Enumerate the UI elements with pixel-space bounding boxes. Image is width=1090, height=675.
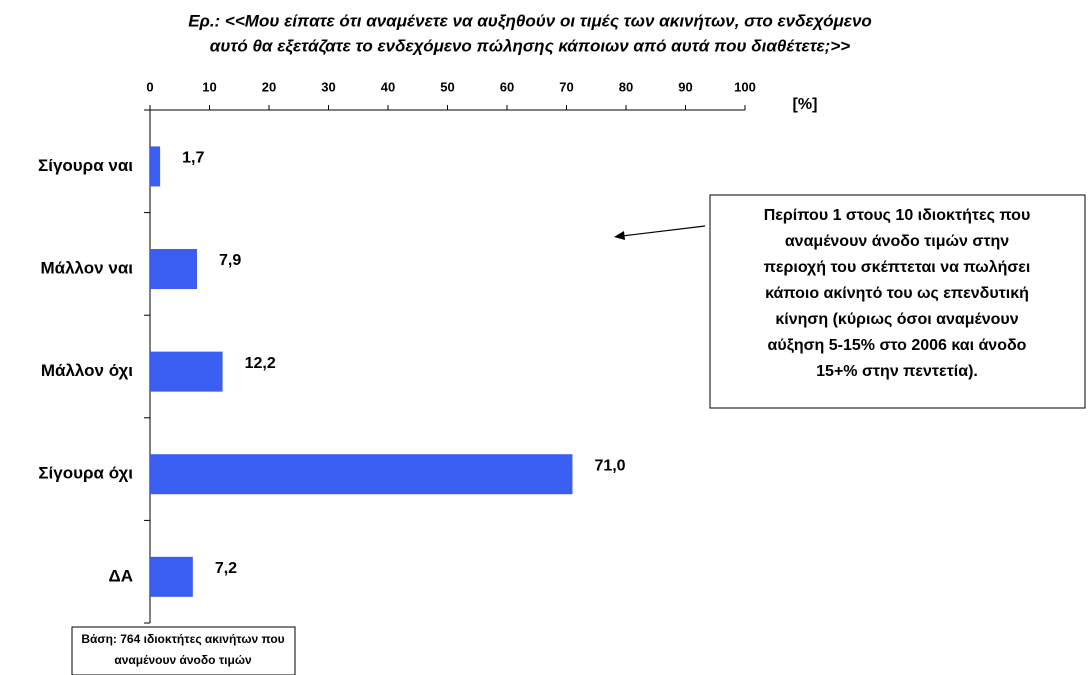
annotation-text: αναμένουν άνοδο τιμών στην [785, 233, 1009, 250]
note-text: αναμένουν άνοδο τιμών [114, 653, 252, 667]
x-tick-label: 50 [440, 79, 454, 94]
bar [150, 351, 223, 392]
bar [150, 249, 198, 290]
x-tick-label: 80 [619, 79, 633, 94]
x-tick-label: 0 [146, 79, 153, 94]
note-text: Βάση: 764 ιδιοκτήτες ακινήτων που [81, 632, 284, 646]
x-tick-label: 20 [262, 79, 276, 94]
y-tick-label: Μάλλον ναι [40, 259, 133, 278]
note-box [71, 626, 296, 675]
data-label: 12,2 [245, 355, 276, 372]
data-label: 7,9 [219, 252, 241, 269]
annotation-text: περιοχή του σκέπτεται να πωλήσει [764, 259, 1031, 276]
x-axis-label: [%] [793, 96, 818, 113]
y-tick-label: Σίγουρα ναι [38, 156, 133, 175]
bar [150, 146, 161, 187]
annotation-text: αύξηση 5-15% στο 2006 και άνοδο [768, 337, 1027, 354]
chart-title: αυτό θα εξετάζατε το ενδεχόμενο πώλησης … [210, 36, 850, 55]
bar [150, 556, 193, 597]
x-tick-label: 90 [678, 79, 692, 94]
annotation-text: Περίπου 1 στους 10 ιδιοκτήτες που [764, 207, 1031, 224]
data-label: 71,0 [594, 457, 625, 474]
bar [150, 454, 573, 495]
annotation-box [709, 194, 1086, 409]
x-tick-label: 70 [559, 79, 573, 94]
y-tick-label: Μάλλον όχι [41, 361, 133, 380]
x-tick-label: 100 [734, 79, 756, 94]
chart-title: Ερ.: <<Μου είπατε ότι αναμένετε να αυξηθ… [188, 11, 872, 30]
annotation-text: 15+% στην πεντετία). [816, 363, 978, 380]
x-tick-label: 10 [202, 79, 216, 94]
y-tick-label: ΔΑ [109, 566, 134, 585]
x-tick-label: 60 [500, 79, 514, 94]
annotation-text: κίνηση (κύριως όσοι αναμένουν [775, 311, 1018, 328]
x-tick-label: 30 [321, 79, 335, 94]
arrow-head [614, 231, 625, 240]
y-tick-label: Σίγουρα όχι [38, 464, 133, 483]
data-label: 7,2 [215, 560, 237, 577]
x-tick-label: 40 [381, 79, 395, 94]
annotation-text: κάποιο ακίνητό του ως επενδυτική [765, 285, 1029, 302]
data-label: 1,7 [182, 150, 204, 167]
annotation-arrow [621, 225, 706, 237]
